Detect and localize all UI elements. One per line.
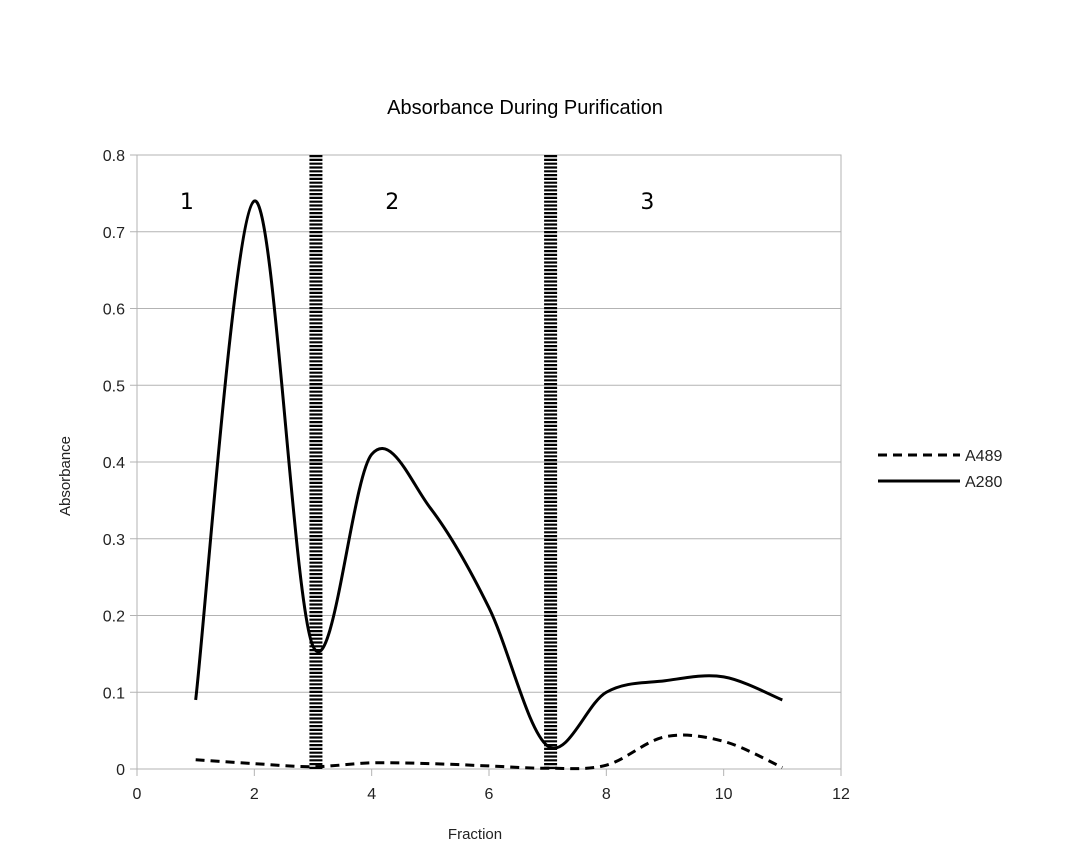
legend-label: A489: [965, 448, 1002, 465]
region-label: 2: [385, 190, 399, 215]
series-lines: [194, 199, 783, 771]
y-tick-label: 0.2: [103, 609, 125, 626]
y-tick-label: 0.5: [103, 378, 125, 395]
legend-label: A280: [965, 474, 1002, 491]
series-line-a489: [195, 733, 783, 771]
y-tick-label: 0.8: [103, 148, 125, 165]
y-tick-label: 0.4: [103, 455, 125, 472]
y-tick-label: 0.7: [103, 225, 125, 242]
series-line-a280: [194, 199, 783, 750]
grid-lines: [130, 154, 842, 776]
x-tick-label: 2: [250, 786, 259, 803]
x-tick-label: 4: [367, 786, 376, 803]
x-tick-label: 12: [832, 786, 850, 803]
x-tick-label: 8: [602, 786, 611, 803]
x-axis-title: Fraction: [448, 826, 502, 843]
y-tick-label: 0: [116, 762, 125, 779]
x-tick-label: 0: [133, 786, 142, 803]
plot-area-border: [136, 154, 842, 770]
x-tick-label: 10: [715, 786, 733, 803]
y-tick-label: 0.6: [103, 302, 125, 319]
y-tick-labels: 0 0.1 0.2 0.3 0.4 0.5 0.6 0.7 0.8: [103, 148, 125, 779]
chart-title: Absorbance During Purification: [387, 97, 663, 119]
region-label: 1: [180, 190, 194, 215]
y-axis-title: Absorbance: [57, 436, 74, 516]
y-tick-label: 0.1: [103, 685, 125, 702]
y-tick-label: 0.3: [103, 532, 125, 549]
region-labels: 1 2 3: [180, 190, 655, 215]
region-label: 3: [640, 190, 654, 215]
x-tick-label: 6: [485, 786, 494, 803]
x-tick-labels: 0 2 4 6 8 10 12: [133, 786, 850, 803]
legend: A489 A280: [878, 448, 1002, 491]
